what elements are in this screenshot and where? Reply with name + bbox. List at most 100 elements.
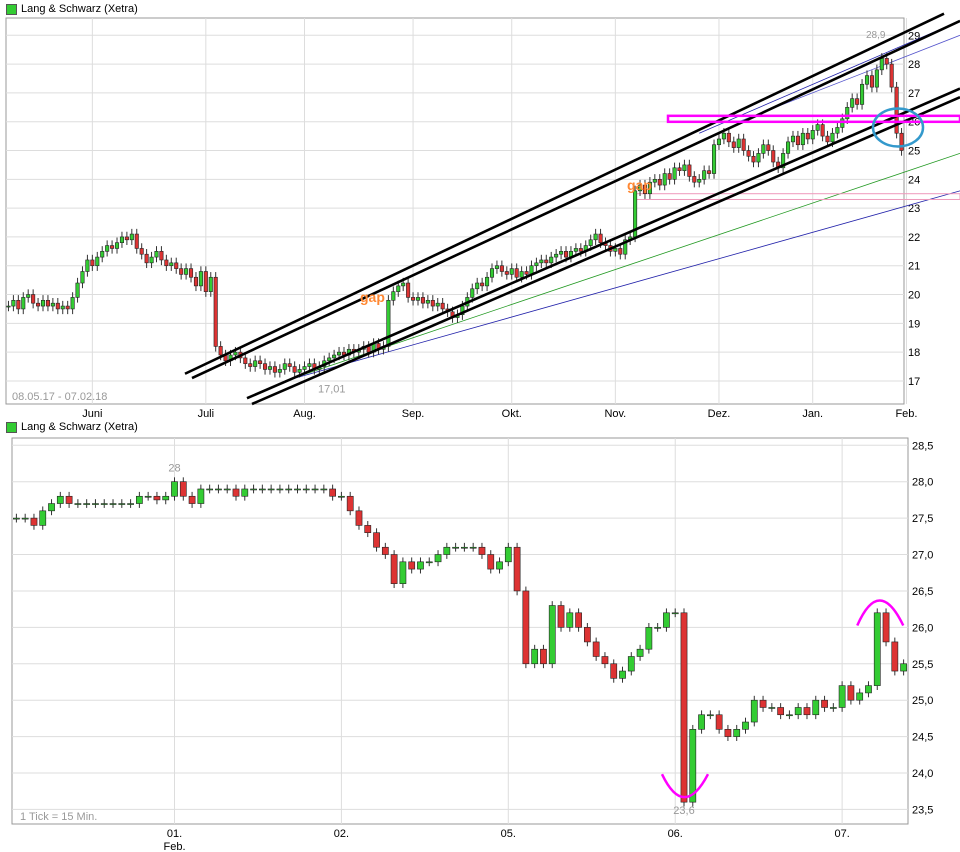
candle [30, 517, 38, 526]
candle [302, 488, 310, 491]
candle [162, 495, 170, 501]
candle [856, 692, 864, 701]
candle [496, 561, 503, 570]
candle [65, 305, 70, 310]
candle [786, 714, 793, 717]
candle [26, 294, 31, 298]
candle [504, 271, 509, 275]
candle [241, 488, 249, 497]
channel-lower-a [246, 87, 960, 400]
plot-area [5, 17, 905, 405]
candle [805, 132, 810, 140]
candle [509, 268, 514, 275]
candle [327, 357, 332, 362]
candle [821, 699, 828, 708]
candle [440, 302, 445, 310]
candle [794, 707, 802, 716]
candle [320, 488, 328, 491]
tick-note: 1 Tick = 15 Min. [20, 811, 97, 823]
candle [127, 503, 134, 505]
candle [598, 233, 603, 243]
candle [208, 276, 213, 292]
candle [307, 363, 312, 367]
candle [716, 138, 721, 146]
candle [179, 268, 184, 275]
candle [795, 135, 800, 146]
candle [588, 239, 593, 246]
candle [452, 546, 459, 549]
candle [692, 176, 697, 183]
candle [865, 685, 872, 694]
candle [75, 282, 80, 298]
candle [159, 251, 164, 261]
x-tick-label: Juli [198, 408, 215, 420]
candle [337, 351, 342, 356]
candle [707, 170, 712, 174]
candle [489, 268, 495, 278]
candle [90, 259, 95, 267]
x-tick-label: 05. [501, 828, 516, 840]
candle [267, 488, 275, 491]
candle [144, 495, 152, 498]
candle [118, 503, 126, 505]
candle [417, 561, 424, 570]
y-tick-label: 26,5 [912, 586, 933, 598]
candle [663, 612, 670, 628]
candle [549, 256, 554, 264]
candle [11, 299, 16, 307]
candle [864, 75, 870, 85]
x-tick-label: 01. [167, 828, 182, 840]
support-band [666, 114, 960, 124]
candle [198, 271, 203, 287]
candle [672, 167, 677, 180]
legend-swatch-icon [6, 421, 17, 433]
candle [287, 363, 292, 367]
candle [554, 253, 559, 258]
candle [408, 561, 416, 570]
candle [263, 363, 268, 370]
candle [83, 503, 91, 505]
candle [223, 488, 231, 491]
candle [253, 360, 258, 367]
candle [434, 554, 442, 563]
candle [715, 714, 723, 730]
candle [726, 132, 731, 143]
x-tick-label: Sep. [402, 408, 425, 420]
candle [134, 233, 139, 249]
candle [803, 707, 811, 716]
candle [662, 173, 667, 186]
candle [21, 517, 29, 520]
candle [712, 144, 717, 174]
candle [534, 262, 539, 267]
candle [751, 155, 756, 163]
candle [706, 714, 714, 717]
high-label: 28,9 [866, 30, 886, 41]
y-tick-label: 19 [908, 318, 920, 330]
candle [682, 164, 687, 171]
candle [70, 297, 75, 310]
candle [399, 561, 407, 584]
candle [386, 299, 391, 347]
y-tick-label: 25,5 [912, 659, 933, 671]
candle [215, 488, 222, 491]
candle [282, 363, 287, 370]
x-tick-label: Feb. [895, 408, 917, 420]
candle [153, 495, 161, 501]
channel-upper-b [191, 19, 960, 380]
candle [539, 259, 544, 264]
y-tick-label: 24,5 [912, 732, 933, 744]
legend-swatch-icon [6, 3, 17, 15]
candle [563, 251, 569, 258]
candle [548, 605, 556, 665]
candle [494, 265, 499, 269]
candle [613, 248, 618, 252]
y-tick-label: 27 [908, 88, 920, 100]
candle [522, 590, 530, 665]
candle [557, 605, 565, 628]
candle [329, 488, 337, 497]
candle [845, 106, 850, 120]
candle [92, 503, 99, 505]
candle [882, 612, 890, 643]
candle [647, 181, 652, 195]
y-tick-label: 28,0 [912, 477, 933, 489]
